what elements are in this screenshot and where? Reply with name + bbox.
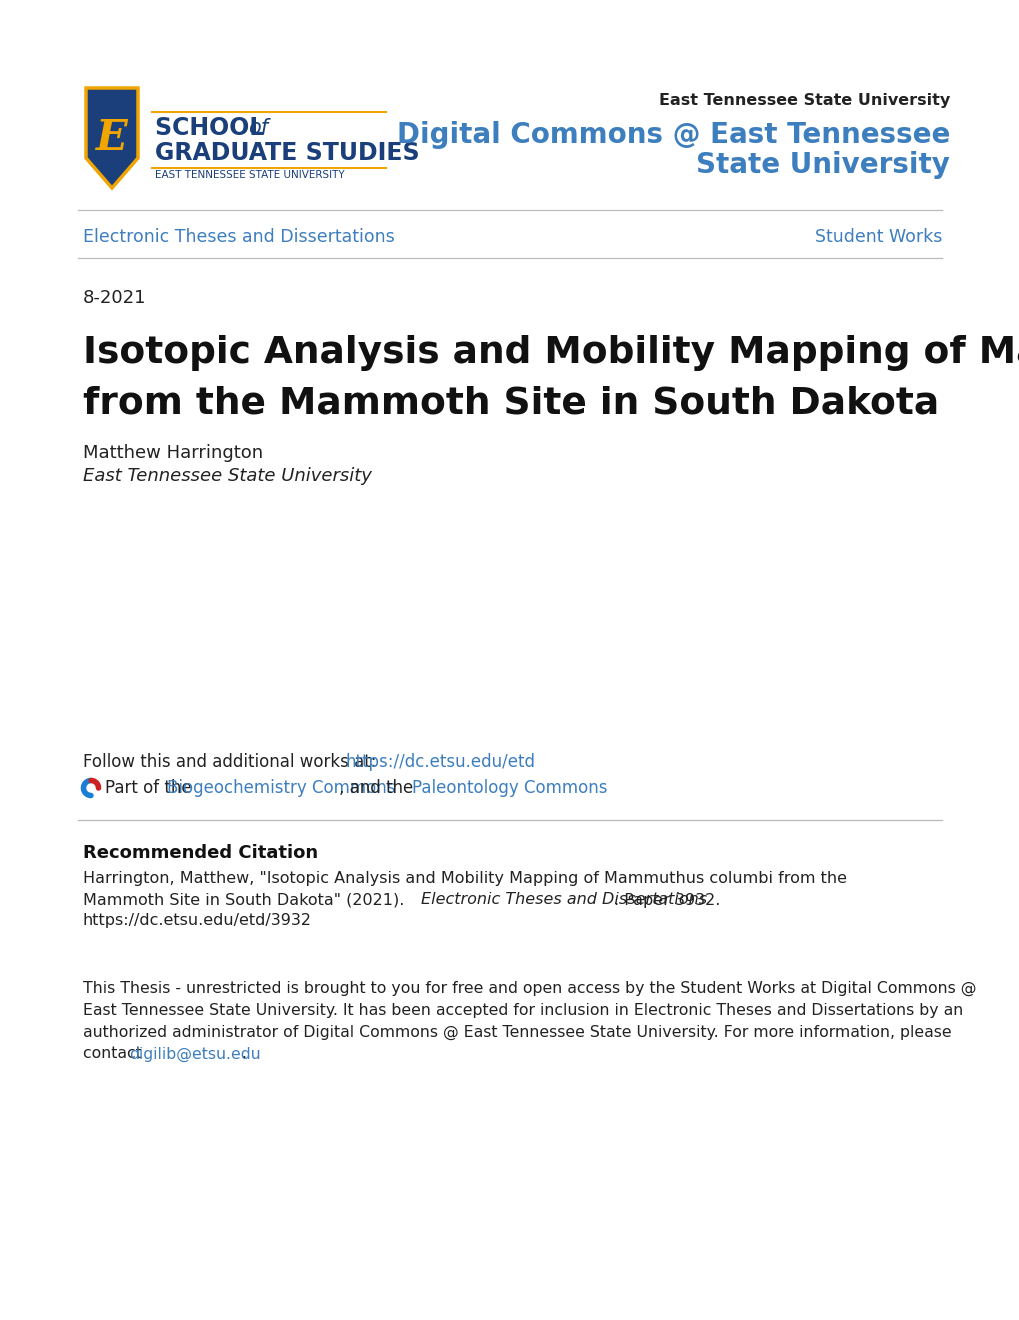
Text: 8-2021: 8-2021 (83, 289, 147, 308)
Text: Paleontology Commons: Paleontology Commons (412, 779, 607, 797)
Text: Biogeochemistry Commons: Biogeochemistry Commons (167, 779, 395, 797)
Text: Matthew Harrington: Matthew Harrington (83, 444, 263, 462)
Text: EAST TENNESSEE STATE UNIVERSITY: EAST TENNESSEE STATE UNIVERSITY (155, 170, 344, 180)
Text: East Tennessee State University: East Tennessee State University (83, 467, 372, 484)
Text: https://dc.etsu.edu/etd/3932: https://dc.etsu.edu/etd/3932 (83, 913, 312, 928)
Text: SCHOOL: SCHOOL (155, 116, 272, 140)
Text: from the Mammoth Site in South Dakota: from the Mammoth Site in South Dakota (83, 385, 938, 422)
Text: GRADUATE STUDIES: GRADUATE STUDIES (155, 141, 419, 165)
Text: Student Works: Student Works (814, 228, 942, 246)
Text: contact: contact (83, 1047, 147, 1061)
Text: , and the: , and the (338, 779, 418, 797)
Text: Part of the: Part of the (105, 779, 197, 797)
Text: Mammoth Site in South Dakota" (2021).: Mammoth Site in South Dakota" (2021). (83, 892, 409, 908)
Text: Electronic Theses and Dissertations: Electronic Theses and Dissertations (421, 892, 706, 908)
Text: Follow this and additional works at:: Follow this and additional works at: (83, 752, 381, 771)
Text: East Tennessee State University: East Tennessee State University (658, 92, 949, 107)
Text: authorized administrator of Digital Commons @ East Tennessee State University. F: authorized administrator of Digital Comm… (83, 1024, 951, 1040)
Text: https://dc.etsu.edu/etd: https://dc.etsu.edu/etd (345, 752, 535, 771)
Text: .: . (240, 1047, 246, 1061)
Polygon shape (86, 88, 138, 187)
Text: Isotopic Analysis and Mobility Mapping of Mammuthus columbi: Isotopic Analysis and Mobility Mapping o… (83, 335, 1019, 371)
Text: Recommended Citation: Recommended Citation (83, 843, 318, 862)
Text: Digital Commons @ East Tennessee: Digital Commons @ East Tennessee (396, 121, 949, 149)
Text: . Paper 3932.: . Paper 3932. (613, 892, 719, 908)
Text: of: of (248, 117, 268, 139)
Text: digilib@etsu.edu: digilib@etsu.edu (128, 1047, 261, 1061)
Text: E: E (96, 117, 127, 158)
Text: Harrington, Matthew, "Isotopic Analysis and Mobility Mapping of Mammuthus columb: Harrington, Matthew, "Isotopic Analysis … (83, 871, 846, 887)
Text: Electronic Theses and Dissertations: Electronic Theses and Dissertations (83, 228, 394, 246)
Text: This Thesis - unrestricted is brought to you for free and open access by the Stu: This Thesis - unrestricted is brought to… (83, 981, 975, 995)
Text: State University: State University (695, 150, 949, 180)
Text: East Tennessee State University. It has been accepted for inclusion in Electroni: East Tennessee State University. It has … (83, 1002, 962, 1018)
